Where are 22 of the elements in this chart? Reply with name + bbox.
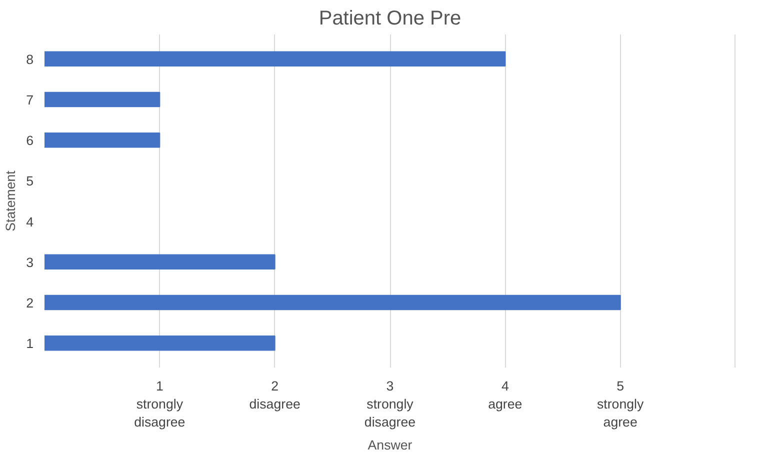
y-tick-label: 7: [26, 92, 34, 108]
chart-title: Patient One Pre: [318, 8, 462, 30]
y-tick-label: 2: [26, 296, 34, 311]
x-tick-label: 2 disagree: [249, 378, 300, 412]
y-tick-label: 4: [26, 214, 34, 230]
x-axis-title: Answer: [368, 438, 413, 452]
y-axis-title: Statement: [3, 170, 18, 232]
bar: [44, 336, 276, 351]
bar: [44, 254, 276, 270]
bar: [44, 294, 621, 310]
x-tick-label: 3 strongly disagree: [364, 378, 416, 430]
y-tick-label: 6: [26, 133, 34, 148]
y-tick-label: 8: [26, 52, 34, 67]
x-tick-label: 5 strongly agree: [597, 378, 644, 430]
bar: [44, 92, 160, 108]
y-tick-label: 3: [26, 254, 34, 270]
x-tick-label: 1 strongly disagree: [134, 378, 186, 430]
y-tick-label: 5: [26, 174, 34, 189]
y-tick-label: 1: [26, 336, 34, 352]
x-tick-label: 4 agree: [488, 378, 522, 412]
bar: [44, 132, 160, 148]
bar: [44, 51, 506, 66]
